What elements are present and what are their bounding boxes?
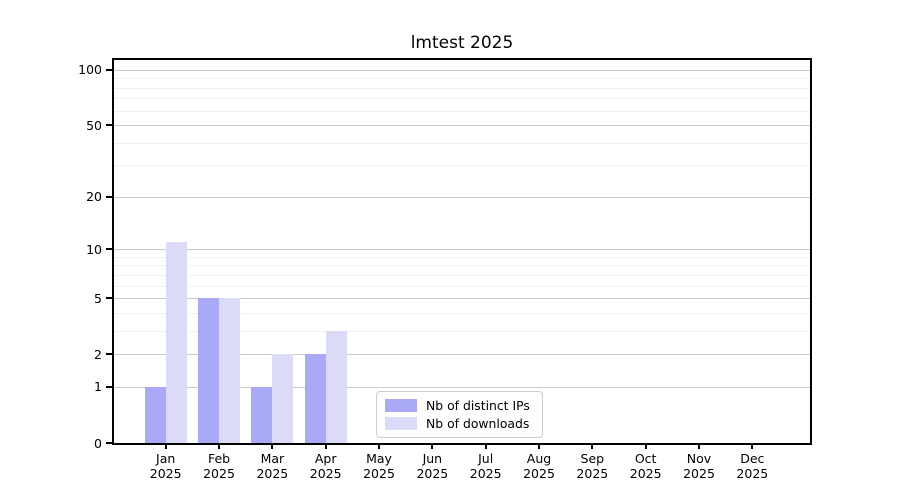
x-tick	[698, 445, 700, 449]
x-tick-month-label: Mar	[260, 451, 285, 466]
bar-nb-of-distinct-ips	[251, 386, 273, 443]
x-tick	[484, 445, 487, 449]
legend-label: Nb of distinct IPs	[426, 398, 530, 414]
x-tick	[271, 445, 274, 449]
y-tick-label: 2	[94, 346, 102, 362]
x-tick	[378, 445, 381, 449]
x-tick	[431, 445, 434, 449]
x-tick-year-label: 2025	[683, 466, 715, 481]
y-tick-label: 100	[78, 62, 102, 78]
gridline-major	[114, 125, 810, 127]
x-tick-month-label: May	[366, 451, 392, 466]
bar-nb-of-downloads	[325, 330, 347, 443]
bar-nb-of-downloads	[272, 354, 294, 443]
plot-frame	[112, 58, 812, 445]
legend: Nb of distinct IPs Nb of downloads	[376, 391, 543, 438]
legend-label: Nb of downloads	[426, 415, 530, 431]
gridline-minor	[114, 87, 810, 89]
x-tick-month-label: Jan	[156, 451, 176, 466]
x-tick-month-label: Jun	[422, 451, 443, 466]
y-tick	[106, 353, 112, 356]
legend-item: Nb of downloads	[385, 416, 534, 431]
y-tick-label: 1	[94, 379, 102, 395]
gridline-minor	[114, 98, 810, 100]
x-tick-year-label: 2025	[469, 466, 502, 481]
x-tick	[751, 445, 754, 449]
y-tick-label: 5	[94, 290, 102, 306]
x-tick	[591, 445, 594, 449]
x-tick-year-label: 2025	[256, 466, 289, 481]
x-tick-year-label: 2025	[416, 466, 449, 481]
y-tick	[106, 248, 112, 251]
x-tick-month-label: Feb	[207, 451, 231, 466]
y-tick	[106, 442, 112, 444]
bar-nb-of-distinct-ips	[198, 298, 220, 443]
gridline-minor	[114, 165, 810, 167]
x-tick-year-label: 2025	[149, 466, 182, 481]
x-tick-month-label: Nov	[686, 451, 712, 466]
gridline-minor	[114, 274, 810, 276]
y-tick-label: 20	[86, 189, 102, 205]
plot-area	[114, 60, 810, 443]
legend-swatch	[385, 399, 417, 413]
x-tick-month-label: Dec	[740, 451, 765, 466]
y-tick-label: 50	[86, 117, 102, 133]
gridline-major	[114, 196, 810, 198]
x-tick-year-label: 2025	[629, 466, 662, 481]
y-tick	[106, 195, 112, 198]
bar-nb-of-downloads	[165, 242, 187, 443]
gridline-major	[114, 69, 810, 71]
x-tick-year-label: 2025	[523, 466, 555, 481]
gridline-minor	[114, 78, 810, 80]
legend-swatch	[385, 416, 417, 430]
x-tick	[164, 445, 167, 449]
x-tick-year-label: 2025	[203, 466, 235, 481]
gridline-minor	[114, 142, 810, 144]
gridline-minor	[114, 312, 810, 314]
gridline-minor	[114, 256, 810, 258]
y-tick	[106, 297, 112, 300]
x-tick	[324, 445, 327, 449]
x-tick-year-label: 2025	[363, 466, 395, 481]
bar-nb-of-downloads	[219, 298, 241, 443]
y-tick	[106, 124, 112, 127]
y-tick-label: 10	[86, 241, 102, 257]
x-tick-month-label: Aug	[526, 451, 552, 466]
gridline-minor	[114, 265, 810, 267]
y-tick-label: 0	[94, 435, 102, 451]
x-tick-month-label: Apr	[314, 451, 337, 466]
x-tick-month-label: Sep	[580, 451, 605, 466]
x-tick	[218, 445, 221, 449]
gridline-minor	[114, 110, 810, 112]
x-tick-year-label: 2025	[309, 466, 342, 481]
gridline-major	[114, 386, 810, 388]
x-tick	[644, 445, 647, 449]
gridline-minor	[114, 285, 810, 287]
x-tick	[538, 445, 540, 449]
gridline-major	[114, 298, 810, 300]
x-tick-year-label: 2025	[576, 466, 609, 481]
y-tick	[106, 385, 112, 388]
y-tick	[106, 68, 112, 71]
bar-nb-of-distinct-ips	[304, 354, 326, 443]
chart-title: lmtest 2025	[410, 33, 514, 53]
x-tick-year-label: 2025	[736, 466, 769, 481]
bar-nb-of-distinct-ips	[144, 386, 166, 443]
gridline-minor	[114, 330, 810, 332]
gridline-major	[114, 249, 810, 251]
legend-item: Nb of distinct IPs	[385, 398, 534, 413]
gridline-major	[114, 354, 810, 356]
x-tick-month-label: Jul	[478, 451, 494, 466]
x-tick-month-label: Oct	[634, 451, 657, 466]
